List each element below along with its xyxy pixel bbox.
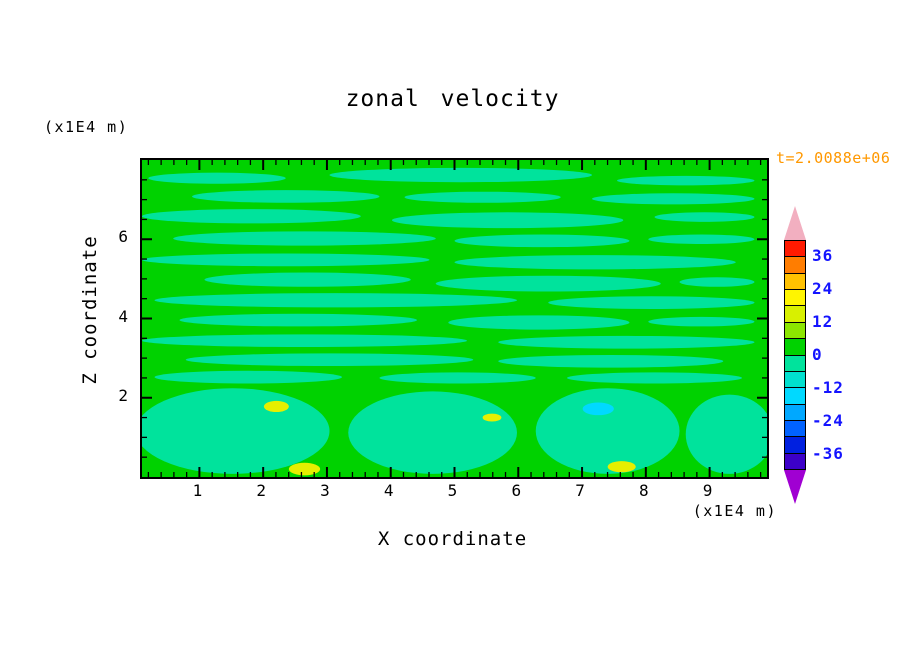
colorbar-label: 24 <box>812 279 834 299</box>
chart-title: zonal velocity <box>345 86 560 112</box>
colorbar-label: -24 <box>812 410 844 430</box>
x-tick-label: 7 <box>575 481 585 500</box>
contour-field <box>142 160 767 477</box>
colorbar-segment <box>785 420 805 438</box>
timestamp: t=2.0088e+06 <box>776 149 891 167</box>
colorbar-segment <box>785 322 805 340</box>
x-tick-label: 1 <box>192 481 203 500</box>
colorbar-segment <box>785 306 805 323</box>
x-tick-label: 9 <box>702 481 713 500</box>
colorbar-segment <box>785 355 805 372</box>
x-axis-unit: (x1E4 m) <box>692 502 777 520</box>
colorbar-segment <box>785 453 805 470</box>
colorbar-arrow-bottom-icon <box>784 470 806 504</box>
x-tick-label: 6 <box>511 481 522 500</box>
x-tick-label: 5 <box>447 481 458 500</box>
colorbar-label: 36 <box>812 246 834 266</box>
colorbar-label: 0 <box>812 345 823 364</box>
colorbar-segment <box>785 388 805 405</box>
colorbar-segment <box>785 290 805 307</box>
colorbar-label: -36 <box>812 443 844 463</box>
colorbar-arrow-top-icon <box>784 206 806 240</box>
colorbar-segments <box>784 240 806 470</box>
x-tick-label: 4 <box>383 481 394 500</box>
colorbar-segment <box>785 371 805 389</box>
colorbar-label: 12 <box>812 312 834 332</box>
colorbar-segment <box>785 404 805 421</box>
x-tick-label: 8 <box>638 481 649 500</box>
y-axis-unit: (x1E4 m) <box>44 118 129 136</box>
x-axis-label: X coordinate <box>377 528 528 550</box>
x-tick-label: 2 <box>256 481 266 500</box>
colorbar-segment <box>785 437 805 454</box>
colorbar-segment <box>785 241 805 258</box>
colorbar-segment <box>785 339 805 356</box>
y-tick-label: 6 <box>118 227 128 247</box>
colorbar-segment <box>785 257 805 274</box>
y-tick-label: 4 <box>118 306 128 326</box>
contour-plot <box>140 158 769 479</box>
colorbar-label: -12 <box>812 377 844 397</box>
y-tick-label: 2 <box>118 385 128 405</box>
x-tick-label: 3 <box>320 481 330 500</box>
colorbar-segment <box>785 273 805 291</box>
